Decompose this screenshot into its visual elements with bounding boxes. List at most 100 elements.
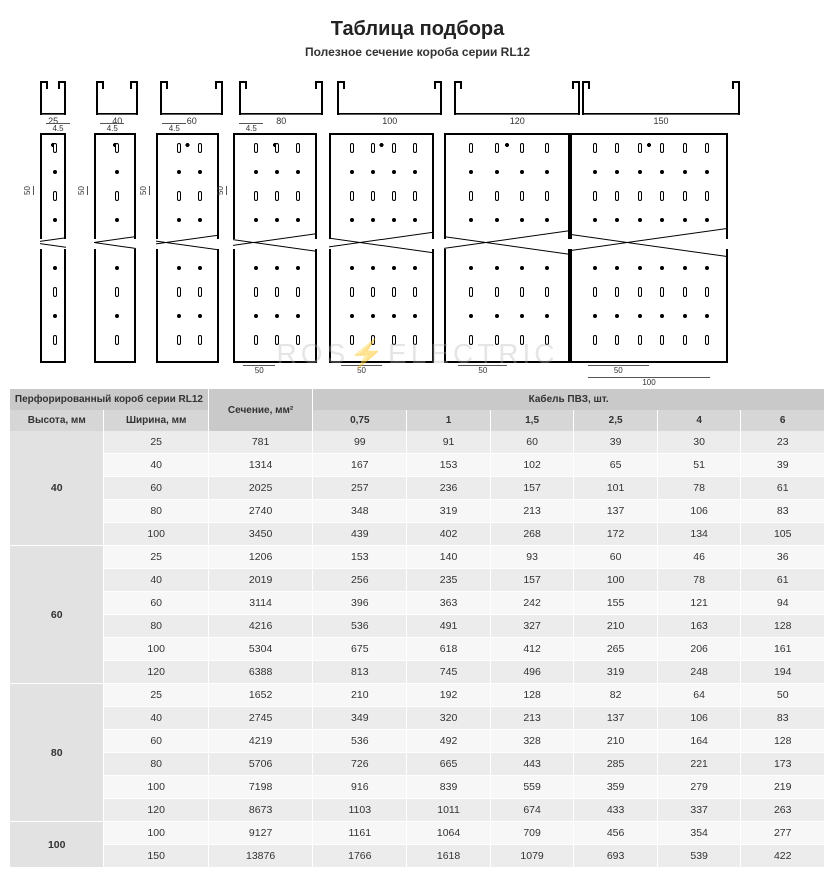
cell-cable: 496 bbox=[490, 661, 574, 684]
profile-body-60: 504.5 bbox=[156, 133, 219, 363]
th-cable-size: 2,5 bbox=[574, 410, 658, 431]
table-row: 4025781999160393023 bbox=[10, 431, 825, 454]
cell-cable: 1064 bbox=[407, 822, 491, 845]
th-group1: Перфорированный короб серии RL12 bbox=[10, 389, 208, 410]
cell-width: 80 bbox=[104, 615, 208, 638]
profile-top-150: 150 bbox=[582, 87, 740, 115]
table-row: 120867311031011674433337263 bbox=[10, 799, 825, 822]
cell-cable: 102 bbox=[490, 454, 574, 477]
cell-cable: 23 bbox=[741, 431, 825, 454]
cell-cable: 1011 bbox=[407, 799, 491, 822]
cell-cable: 105 bbox=[741, 523, 825, 546]
table-row: 40274534932021313710683 bbox=[10, 707, 825, 730]
cell-cable: 206 bbox=[657, 638, 741, 661]
page-subtitle: Полезное сечение короба серии RL12 bbox=[10, 45, 825, 59]
th-cable: Кабель ПВЗ, шт. bbox=[313, 389, 825, 410]
cell-cable: 65 bbox=[574, 454, 658, 477]
cell-width: 25 bbox=[104, 684, 208, 707]
th-cable-size: 1 bbox=[407, 410, 491, 431]
profile-body-120: 50 bbox=[444, 133, 570, 363]
cell-cable: 101 bbox=[574, 477, 658, 500]
cell-cable: 242 bbox=[490, 592, 574, 615]
cell-cable: 277 bbox=[741, 822, 825, 845]
cell-cable: 219 bbox=[741, 776, 825, 799]
th-cable-size: 1,5 bbox=[490, 410, 574, 431]
cell-cable: 64 bbox=[657, 684, 741, 707]
cell-section: 5706 bbox=[208, 753, 312, 776]
profile-top-25: 25 bbox=[40, 87, 66, 115]
cell-cable: 50 bbox=[741, 684, 825, 707]
cell-cable: 137 bbox=[574, 707, 658, 730]
table-row: 604219536492328210164128 bbox=[10, 730, 825, 753]
cell-section: 2019 bbox=[208, 569, 312, 592]
cell-cable: 337 bbox=[657, 799, 741, 822]
cell-section: 8673 bbox=[208, 799, 312, 822]
cell-cable: 128 bbox=[741, 730, 825, 753]
cell-cable: 61 bbox=[741, 477, 825, 500]
cell-cable: 157 bbox=[490, 477, 574, 500]
cell-cable: 213 bbox=[490, 500, 574, 523]
cell-cable: 363 bbox=[407, 592, 491, 615]
cell-cable: 354 bbox=[657, 822, 741, 845]
cell-section: 5304 bbox=[208, 638, 312, 661]
cell-cable: 257 bbox=[313, 477, 407, 500]
cell-cable: 140 bbox=[407, 546, 491, 569]
profile-top-80: 80 bbox=[239, 87, 323, 115]
table-row: 1005304675618412265206161 bbox=[10, 638, 825, 661]
table-row: 6020252572361571017861 bbox=[10, 477, 825, 500]
cell-cable: 82 bbox=[574, 684, 658, 707]
page-title: Таблица подбора bbox=[10, 18, 825, 41]
cell-cable: 39 bbox=[574, 431, 658, 454]
dim-label: 100 bbox=[588, 377, 711, 387]
dim-label: 50 bbox=[341, 365, 381, 375]
cell-cable: 106 bbox=[657, 500, 741, 523]
cell-section: 4216 bbox=[208, 615, 312, 638]
cell-cable: 78 bbox=[657, 569, 741, 592]
table-row: 6025120615314093604636 bbox=[10, 546, 825, 569]
cell-cable: 320 bbox=[407, 707, 491, 730]
cell-cable: 348 bbox=[313, 500, 407, 523]
cell-section: 2025 bbox=[208, 477, 312, 500]
cell-cable: 99 bbox=[313, 431, 407, 454]
cell-cable: 539 bbox=[657, 845, 741, 868]
cell-cable: 279 bbox=[657, 776, 741, 799]
cell-width: 40 bbox=[104, 569, 208, 592]
cell-cable: 675 bbox=[313, 638, 407, 661]
cell-cable: 121 bbox=[657, 592, 741, 615]
dim-label: 50 bbox=[458, 365, 507, 375]
cell-cable: 916 bbox=[313, 776, 407, 799]
table-row: 60311439636324215512194 bbox=[10, 592, 825, 615]
th-cable-size: 0,75 bbox=[313, 410, 407, 431]
cell-cable: 443 bbox=[490, 753, 574, 776]
profile-top-100: 100 bbox=[337, 87, 442, 115]
cell-cable: 618 bbox=[407, 638, 491, 661]
cell-cable: 285 bbox=[574, 753, 658, 776]
cell-width: 25 bbox=[104, 546, 208, 569]
cell-cable: 30 bbox=[657, 431, 741, 454]
cell-section: 9127 bbox=[208, 822, 312, 845]
cell-cable: 61 bbox=[741, 569, 825, 592]
cell-cable: 172 bbox=[574, 523, 658, 546]
cell-cable: 665 bbox=[407, 753, 491, 776]
cell-section: 1314 bbox=[208, 454, 312, 477]
cell-cable: 248 bbox=[657, 661, 741, 684]
cell-section: 1652 bbox=[208, 684, 312, 707]
cell-cable: 173 bbox=[741, 753, 825, 776]
cell-cable: 51 bbox=[657, 454, 741, 477]
cell-cable: 319 bbox=[407, 500, 491, 523]
dim-label: 50 bbox=[243, 365, 275, 375]
cell-cable: 83 bbox=[741, 500, 825, 523]
cell-cable: 256 bbox=[313, 569, 407, 592]
cell-cable: 726 bbox=[313, 753, 407, 776]
cell-cable: 153 bbox=[313, 546, 407, 569]
dim-label: 50 bbox=[140, 186, 150, 195]
profile-body-25: 504.5 bbox=[40, 133, 66, 363]
width-label: 100 bbox=[339, 114, 440, 127]
cell-cable: 167 bbox=[313, 454, 407, 477]
cell-cable: 83 bbox=[741, 707, 825, 730]
cell-width: 100 bbox=[104, 822, 208, 845]
cell-cable: 268 bbox=[490, 523, 574, 546]
profile-body-80: 504.550 bbox=[233, 133, 317, 363]
table-row: 804216536491327210163128 bbox=[10, 615, 825, 638]
cell-cable: 491 bbox=[407, 615, 491, 638]
